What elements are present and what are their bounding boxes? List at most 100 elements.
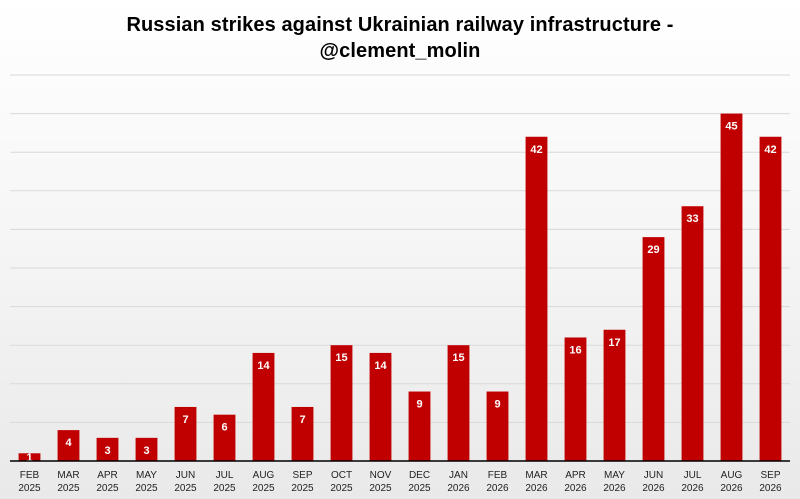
- gridlines: [10, 74, 790, 423]
- x-tick-year: 2025: [213, 483, 236, 494]
- data-label: 9: [494, 399, 500, 411]
- bar: [720, 113, 743, 461]
- bar: [135, 437, 158, 461]
- x-tick-month: SEP: [760, 470, 780, 481]
- x-tick-month: FEB: [488, 470, 508, 481]
- x-tick-year: 2026: [525, 483, 548, 494]
- data-label: 45: [725, 121, 737, 133]
- bar: [369, 352, 392, 461]
- bar: [564, 337, 587, 461]
- x-tick-label: NOV 2025: [369, 470, 392, 494]
- data-label: 14: [257, 360, 270, 372]
- x-tick-label: SEP 2026: [759, 470, 782, 494]
- x-tick-year: 2026: [642, 483, 665, 494]
- x-tick-year: 2026: [603, 483, 626, 494]
- x-tick-label: AUG 2025: [252, 470, 275, 494]
- x-tick-month: JAN: [449, 470, 468, 481]
- data-label: 7: [299, 414, 305, 426]
- x-tick-year: 2025: [174, 483, 197, 494]
- chart-title-line-2: @clement_molin: [319, 40, 481, 62]
- x-tick-label: MAR 2025: [57, 470, 80, 494]
- x-tick-month: JUN: [176, 470, 195, 481]
- x-tick-label: FEB 2025: [18, 470, 41, 494]
- x-tick-label: MAR 2026: [525, 470, 548, 494]
- data-label: 15: [335, 352, 347, 364]
- x-tick-year: 2026: [681, 483, 704, 494]
- bar: [642, 237, 665, 461]
- x-tick-year: 2025: [96, 483, 119, 494]
- x-tick-label: DEC 2025: [408, 470, 431, 494]
- x-tick-month: AUG: [253, 470, 275, 481]
- x-tick-year: 2025: [291, 483, 314, 494]
- data-label: 14: [374, 360, 387, 372]
- data-label: 3: [143, 445, 149, 457]
- chart-title-line-1: Russian strikes against Ukrainian railwa…: [126, 14, 674, 36]
- x-tick-label: SEP 2025: [291, 470, 314, 494]
- x-tick-month: DEC: [409, 470, 430, 481]
- x-tick-label: JUN 2025: [174, 470, 197, 494]
- data-label: 3: [104, 445, 110, 457]
- x-tick-label: JUL 2026: [681, 470, 704, 494]
- chart-title: Russian strikes against Ukrainian railwa…: [0, 12, 800, 64]
- x-tick-month: MAR: [525, 470, 547, 481]
- x-tick-year: 2025: [252, 483, 275, 494]
- x-tick-month: MAY: [604, 470, 625, 481]
- x-tick-year: 2025: [18, 483, 41, 494]
- data-label: 9: [416, 399, 422, 411]
- x-tick-label: MAY 2025: [135, 470, 158, 494]
- x-tick-month: JUN: [644, 470, 663, 481]
- bars: [18, 113, 782, 461]
- bar: [252, 352, 275, 461]
- bar: [291, 406, 314, 461]
- data-label: 7: [182, 414, 188, 426]
- bar: [759, 136, 782, 461]
- x-tick-label: JUL 2025: [213, 470, 236, 494]
- x-tick-year: 2026: [447, 483, 470, 494]
- data-label: 42: [764, 144, 776, 156]
- x-tick-month: OCT: [331, 470, 352, 481]
- x-tick-label: APR 2026: [564, 470, 587, 494]
- data-label: 4: [65, 437, 72, 449]
- data-label: 6: [221, 422, 227, 434]
- bar: [486, 391, 509, 461]
- x-tick-month: SEP: [292, 470, 312, 481]
- x-tick-month: AUG: [721, 470, 743, 481]
- bar: [681, 206, 704, 461]
- bar: [213, 414, 236, 461]
- x-tick-month: NOV: [370, 470, 392, 481]
- x-tick-year: 2026: [486, 483, 509, 494]
- x-tick-month: APR: [97, 470, 118, 481]
- bar: [525, 136, 548, 461]
- x-tick-label: OCT 2025: [330, 470, 353, 494]
- bar: [174, 406, 197, 461]
- data-label: 17: [608, 337, 620, 349]
- data-label: 15: [452, 352, 464, 364]
- bar: [447, 345, 470, 461]
- x-tick-label: MAY 2026: [603, 470, 626, 494]
- x-tick-year: 2026: [564, 483, 587, 494]
- x-tick-label: FEB 2026: [486, 470, 509, 494]
- x-tick-label: AUG 2026: [720, 470, 743, 494]
- x-tick-month: JUL: [684, 470, 702, 481]
- x-tick-year: 2025: [57, 483, 80, 494]
- data-label: 29: [647, 244, 659, 256]
- data-label: 42: [530, 144, 542, 156]
- bar: [96, 437, 119, 461]
- x-tick-label: APR 2025: [96, 470, 119, 494]
- x-tick-month: APR: [565, 470, 586, 481]
- bar: [603, 329, 626, 461]
- x-tick-month: MAY: [136, 470, 157, 481]
- x-tick-year: 2025: [369, 483, 392, 494]
- x-tick-month: JUL: [216, 470, 234, 481]
- x-tick-label: JAN 2026: [447, 470, 470, 494]
- x-tick-year: 2026: [759, 483, 782, 494]
- x-tick-labels: FEB 2025 MAR 2025 APR 2025 MAY 2025 JUN 2025 JUL 20…: [18, 470, 782, 494]
- bar: [18, 453, 41, 461]
- data-label: 33: [686, 213, 698, 225]
- x-tick-month: MAR: [57, 470, 79, 481]
- data-label: 1: [26, 452, 32, 464]
- x-tick-label: JUN 2026: [642, 470, 665, 494]
- data-label: 16: [569, 344, 581, 356]
